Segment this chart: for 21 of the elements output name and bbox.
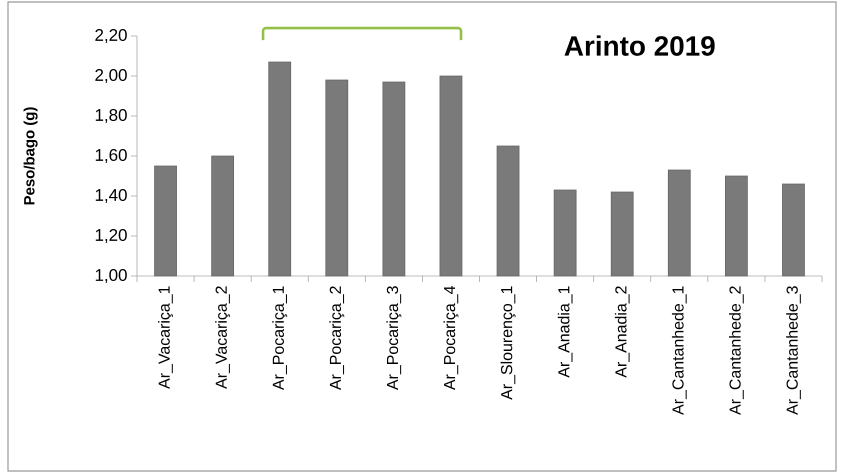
x-tick-label: Ar_Cantanhede_3 xyxy=(786,286,801,415)
x-tick-label: Ar_Pocariça_4 xyxy=(444,286,458,390)
y-tick-label: 1,80 xyxy=(96,109,127,123)
y-tick-label: 2,20 xyxy=(95,29,127,43)
x-tick-label: Ar_Pocariça_2 xyxy=(329,286,344,390)
x-tick-label: Ar_Cantanhede_2 xyxy=(729,286,744,415)
x-tick-label: Ar_Vacariça_1 xyxy=(158,286,174,389)
x-tick-label: Ar_Anadia_2 xyxy=(614,286,630,378)
x-tick-label: Ar_Pocariça_1 xyxy=(272,286,288,390)
y-tick-label: 1,40 xyxy=(96,189,127,203)
x-tick-label: Ar_Anadia_1 xyxy=(558,286,572,378)
x-tick-label: Ar_Pocariça_3 xyxy=(386,286,402,390)
chart-title: Arinto 2019 xyxy=(564,35,715,56)
x-tick-label: Ar_Vacariça_2 xyxy=(215,286,230,389)
y-axis-title: Peso/bago (g) xyxy=(24,107,38,204)
x-tick-label: Ar_Cantanhede_1 xyxy=(672,286,687,415)
y-tick-label: 2,00 xyxy=(95,69,127,83)
y-tick-label: 1,60 xyxy=(96,149,127,163)
y-tick-label: 1,20 xyxy=(96,229,127,243)
x-tick-label: Ar_Slourenço_1 xyxy=(500,286,516,400)
y-tick-label: 1,00 xyxy=(96,269,127,283)
